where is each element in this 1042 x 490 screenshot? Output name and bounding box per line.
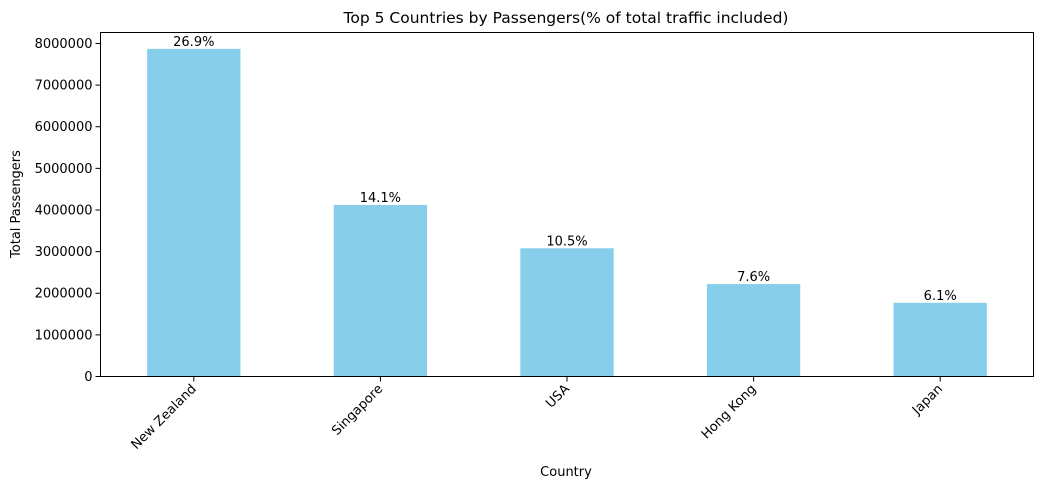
bars-layer xyxy=(147,48,987,377)
y-tick-label: 6000000 xyxy=(35,120,93,135)
y-tick-label: 1000000 xyxy=(35,328,93,343)
bar-label: 7.6% xyxy=(737,270,770,285)
bar-singapore xyxy=(333,204,428,377)
y-tick-label: 2000000 xyxy=(35,287,93,302)
bar-label: 10.5% xyxy=(546,234,587,249)
y-tick-label: 4000000 xyxy=(35,203,93,218)
bar-labels-layer: 26.9% 14.1% 10.5% 7.6% 6.1% xyxy=(173,35,957,304)
y-axis-title: Total Passengers xyxy=(9,150,24,259)
x-axis: New Zealand Singapore USA Hong Kong Japan xyxy=(129,376,946,453)
y-tick-label: 7000000 xyxy=(35,79,93,94)
bar-label: 6.1% xyxy=(924,289,957,304)
x-tick-label: Japan xyxy=(909,382,946,419)
y-tick-label: 0 xyxy=(84,370,92,385)
bar-label: 26.9% xyxy=(173,35,214,50)
x-axis-title: Country xyxy=(540,465,592,480)
x-tick-label: Hong Kong xyxy=(699,382,760,443)
y-tick-label: 3000000 xyxy=(35,245,93,260)
chart-title: Top 5 Countries by Passengers(% of total… xyxy=(343,9,789,27)
x-tick-label: New Zealand xyxy=(129,382,200,453)
bar-hong-kong xyxy=(706,284,801,377)
bar-japan xyxy=(893,302,987,377)
x-tick-label: Singapore xyxy=(329,382,386,439)
x-tick-label: USA xyxy=(543,382,573,412)
bar-new-zealand xyxy=(147,48,241,377)
bar-label: 14.1% xyxy=(360,191,401,206)
y-tick-label: 5000000 xyxy=(35,162,93,177)
bar-usa xyxy=(520,248,614,377)
y-axis: 0 1000000 2000000 3000000 4000000 5000000 6000… xyxy=(35,37,101,385)
y-tick-label: 8000000 xyxy=(35,37,93,52)
